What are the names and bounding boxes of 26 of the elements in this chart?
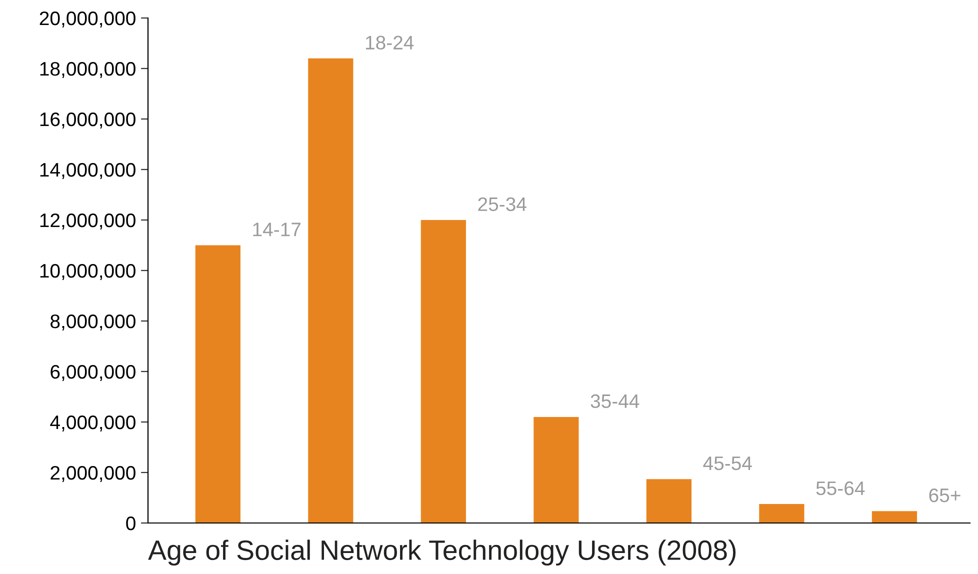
- y-tick-label: 2,000,000: [50, 466, 136, 482]
- y-tick-label: 4,000,000: [50, 415, 136, 432]
- bar: [534, 416, 579, 523]
- annotation: 65+: [929, 488, 960, 502]
- y-tick-label: 16,000,000: [40, 112, 136, 129]
- annotation: 25-34: [478, 197, 526, 212]
- annotation: 55-64: [816, 481, 865, 496]
- annotation: 14-17: [253, 222, 300, 236]
- y-tick-label: 14,000,000: [40, 162, 136, 180]
- y-tick-label: 10,000,000: [40, 264, 136, 280]
- annotation: 35-44: [590, 394, 640, 408]
- bar: [308, 58, 354, 523]
- bar: [759, 504, 804, 523]
- y-tick-label: 20,000,000: [40, 11, 136, 28]
- bar: [195, 245, 240, 523]
- y-tick-label: 18,000,000: [40, 62, 136, 78]
- y-tick-label: 6,000,000: [50, 364, 136, 382]
- annotation: 18-24: [366, 36, 414, 50]
- y-tick-label: 8,000,000: [50, 314, 136, 331]
- y-tick-label: 0: [126, 516, 136, 530]
- bar: [872, 511, 918, 523]
- annotation: 45-54: [703, 456, 752, 470]
- x-axis-title: Age of Social Network Technology Users (2008): [148, 540, 736, 566]
- y-tick-label: 12,000,000: [40, 213, 136, 230]
- bar: [420, 220, 466, 523]
- bar: [646, 479, 692, 523]
